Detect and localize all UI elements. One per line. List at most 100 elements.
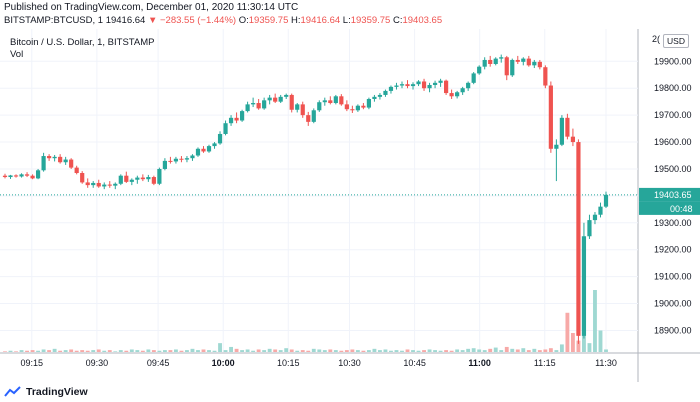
volume-bar	[372, 348, 377, 352]
volume-bar	[438, 350, 443, 352]
time-axis[interactable]: 09:15 09:30 09:45 10:00 10:15 10:30 10:45 11:00…	[21, 358, 617, 368]
time-tick-label: 09:15	[21, 358, 44, 368]
volume-bar	[350, 349, 355, 352]
candle-body	[251, 103, 256, 105]
candle-body	[140, 177, 145, 180]
published-info: Published on TradingView.com, December 0…	[4, 2, 299, 13]
symbol-label: BITSTAMP:BTCUSD, 1	[4, 15, 104, 26]
candle-body	[410, 84, 416, 87]
volume-bar	[289, 349, 294, 352]
volume-bar	[173, 349, 178, 352]
volume-bar	[185, 350, 189, 352]
candle-body	[184, 158, 190, 160]
time-tick-label: 09:45	[147, 358, 170, 368]
volume-bar	[251, 350, 256, 352]
candle-body	[107, 184, 112, 186]
candle-body	[449, 93, 454, 97]
candle-body	[399, 84, 405, 86]
volume-bar	[30, 350, 35, 352]
volume-bar	[135, 350, 140, 352]
volume-bar	[218, 343, 222, 352]
candle-body	[256, 103, 261, 109]
candle-body	[499, 57, 504, 59]
volume-bar	[91, 350, 96, 352]
candle-body	[383, 90, 388, 95]
volume-bar	[598, 330, 603, 352]
price-chart[interactable]: 18900.00 19000.00 19100.00 19200.00 19300.00…	[0, 29, 700, 382]
candle-body	[245, 104, 250, 112]
candle-body	[173, 158, 179, 162]
volume-bar	[25, 350, 29, 352]
volume-bar	[267, 348, 272, 352]
volume-bar	[207, 350, 211, 352]
low-label: L:	[342, 15, 351, 26]
candle-body	[471, 73, 476, 83]
candle-body	[455, 92, 460, 97]
price-tick-label: 19700.00	[654, 110, 692, 120]
change-value: ▼ −283.55 (−1.44%)	[147, 15, 237, 26]
volume-bar	[433, 350, 438, 352]
volume-bar	[52, 348, 57, 352]
volume-bar	[234, 348, 239, 352]
close-value: 19403.65	[402, 15, 443, 26]
candle-body	[576, 142, 581, 336]
volume-bar	[339, 350, 344, 352]
low-value: 19359.75	[350, 15, 391, 26]
candle-body	[262, 100, 267, 109]
candle-body	[41, 156, 46, 171]
volume-bar	[295, 350, 300, 352]
volume-bar	[532, 348, 537, 352]
volume-bar	[405, 349, 410, 352]
price-axis[interactable]: 18900.00 19000.00 19100.00 19200.00 19300.00…	[639, 56, 700, 335]
volume-bar	[317, 349, 322, 352]
volume-bar	[74, 350, 79, 352]
volume-bar	[256, 349, 261, 352]
volume-bar	[422, 350, 426, 352]
candle-body	[146, 177, 151, 180]
candle-body	[510, 59, 515, 76]
volume-bar	[19, 350, 24, 352]
candle-body	[366, 98, 372, 108]
candle-body	[35, 170, 41, 179]
volume-bar	[41, 349, 46, 352]
candle-body	[587, 220, 592, 237]
candle-body	[96, 182, 101, 187]
candle-body	[460, 88, 465, 93]
candle-body	[8, 175, 13, 178]
price-tick-label: 19900.00	[654, 56, 692, 66]
volume-bar	[587, 343, 592, 352]
volume-bar	[80, 350, 85, 352]
volume-bar	[504, 346, 509, 352]
currency-button[interactable]: USD	[663, 34, 689, 48]
high-label: H:	[291, 15, 301, 26]
volume-bar	[162, 350, 167, 352]
time-tick-label: 09:30	[86, 358, 109, 368]
candle-body	[598, 206, 603, 215]
legend-volume: Vol	[10, 49, 24, 60]
candle-body	[190, 155, 195, 159]
volume-bar	[85, 350, 90, 352]
candle-body	[328, 100, 333, 104]
last-price-tag	[639, 187, 700, 202]
volume-bar	[383, 349, 388, 352]
volume-bar	[493, 347, 498, 352]
volume-bar	[69, 349, 74, 352]
volume-bar	[333, 350, 338, 352]
price-tick-label: 19300.00	[654, 218, 692, 228]
candle-body	[124, 175, 129, 182]
time-tick-label: 11:15	[534, 358, 556, 368]
volume-bar	[400, 350, 404, 352]
candle-body	[521, 58, 526, 62]
candle-body	[58, 156, 63, 163]
time-tick-label: 11:00	[468, 358, 491, 368]
candle-body	[289, 94, 294, 110]
candle-body	[179, 158, 184, 160]
candle-body	[488, 59, 493, 64]
footer: TradingView	[4, 383, 88, 401]
volume-bar	[140, 350, 145, 352]
candle-body	[118, 175, 123, 184]
candle-body	[24, 174, 30, 176]
volume-bar	[565, 312, 570, 352]
volume-bar	[151, 350, 156, 352]
volume-bar	[36, 350, 41, 352]
